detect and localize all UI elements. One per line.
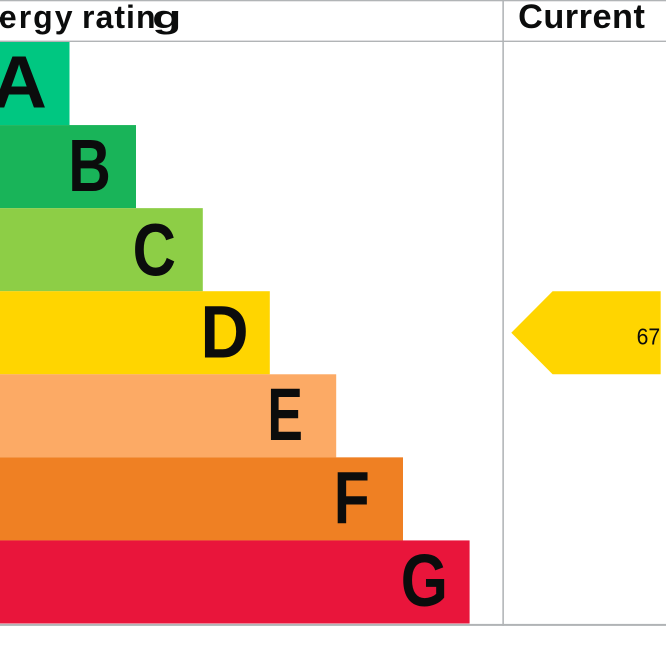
svg-text:67: 67 — [637, 324, 661, 350]
svg-text:A: A — [0, 41, 47, 124]
svg-text:G: G — [401, 541, 448, 623]
svg-text:Current: Current — [518, 0, 645, 36]
svg-text:B: B — [68, 125, 111, 208]
svg-text:F: F — [334, 457, 370, 540]
svg-text:C: C — [133, 209, 176, 291]
svg-text:Energy: Energy — [0, 0, 74, 35]
svg-text:g: g — [152, 0, 181, 35]
svg-text:ratin: ratin — [82, 0, 157, 35]
svg-text:E: E — [267, 373, 303, 456]
svg-text:D: D — [200, 290, 248, 373]
